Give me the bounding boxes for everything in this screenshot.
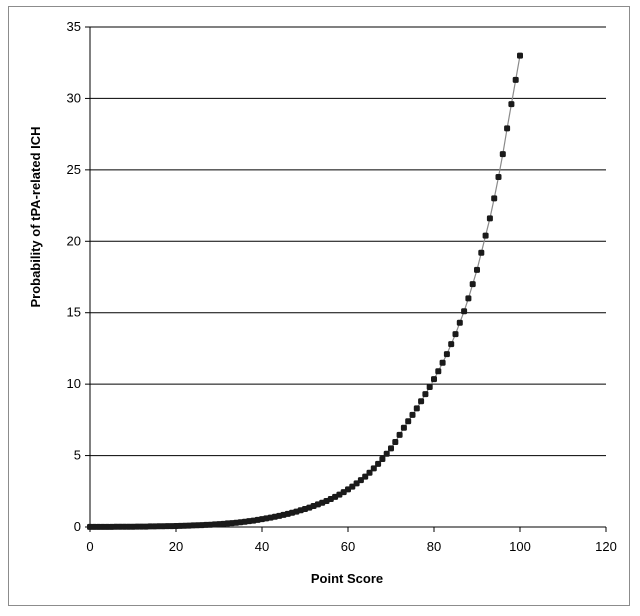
- data-point-85: [452, 331, 459, 338]
- data-point-88: [465, 295, 472, 302]
- data-point-84: [448, 341, 455, 348]
- data-point-81: [435, 368, 442, 375]
- data-point-94: [491, 195, 498, 202]
- data-point-68: [379, 456, 386, 462]
- series-line: [90, 55, 521, 528]
- gridlines: [90, 26, 606, 457]
- x-tick-label-3: 60: [341, 539, 355, 554]
- data-point-98: [508, 101, 515, 108]
- data-point-73: [400, 424, 407, 431]
- data-point-99: [512, 76, 519, 83]
- data-point-78: [422, 391, 429, 398]
- data-point-92: [482, 232, 489, 239]
- data-point-83: [443, 351, 450, 358]
- data-point-96: [499, 151, 506, 158]
- y-tick-label-0: 0: [74, 519, 81, 534]
- axes: [89, 27, 606, 528]
- data-point-93: [486, 215, 493, 222]
- data-point-80: [431, 376, 437, 383]
- y-tick-label-4: 20: [67, 233, 81, 248]
- y-tick-label-1: 5: [74, 448, 81, 463]
- chart-svg: 0 5 10 15 20 25 30 35 0 20 40 60 80 100 120 Probabili…: [28, 19, 617, 586]
- x-tick-label-2: 40: [255, 539, 269, 554]
- data-point-75: [409, 411, 416, 418]
- y-tick-label-3: 15: [67, 305, 81, 320]
- x-tick-label-1: 20: [169, 539, 183, 554]
- data-point-71: [392, 439, 399, 445]
- data-point-74: [405, 418, 412, 425]
- x-tick-label-0: 0: [86, 539, 93, 554]
- x-axis-title: Point Score: [311, 571, 383, 586]
- data-points: [87, 52, 523, 530]
- y-axis-title: Probability of tPA-related ICH: [28, 126, 43, 307]
- data-point-66: [370, 465, 377, 472]
- chart-frame: 0 5 10 15 20 25 30 35 0 20 40 60 80 100 120 Probabili…: [8, 6, 630, 606]
- x-tick-label-6: 120: [595, 539, 617, 554]
- y-tick-label-6: 30: [67, 90, 81, 105]
- data-point-64: [362, 473, 369, 480]
- data-point-79: [426, 384, 433, 390]
- data-point-72: [396, 431, 403, 438]
- data-point-90: [474, 266, 480, 273]
- data-point-95: [495, 174, 502, 180]
- x-tick-label-5: 100: [509, 539, 531, 554]
- data-point-100: [517, 52, 523, 59]
- y-tick-label-2: 10: [67, 376, 81, 391]
- data-point-87: [461, 308, 468, 315]
- data-point-89: [469, 281, 476, 288]
- data-point-82: [439, 359, 446, 366]
- data-point-70: [388, 445, 394, 452]
- data-point-77: [418, 398, 425, 405]
- y-axis-ticks: 0 5 10 15 20 25 30 35: [67, 19, 90, 534]
- x-tick-label-4: 80: [427, 539, 441, 554]
- data-point-67: [375, 460, 382, 467]
- data-point-97: [504, 125, 511, 132]
- y-tick-label-7: 35: [67, 19, 81, 34]
- data-point-65: [366, 469, 373, 476]
- data-point-76: [413, 405, 420, 412]
- data-point-86: [456, 319, 463, 326]
- data-point-69: [383, 450, 390, 457]
- x-axis-ticks: 0 20 40 60 80 100 120: [86, 527, 617, 554]
- y-tick-label-5: 25: [67, 162, 81, 177]
- data-point-91: [478, 249, 485, 256]
